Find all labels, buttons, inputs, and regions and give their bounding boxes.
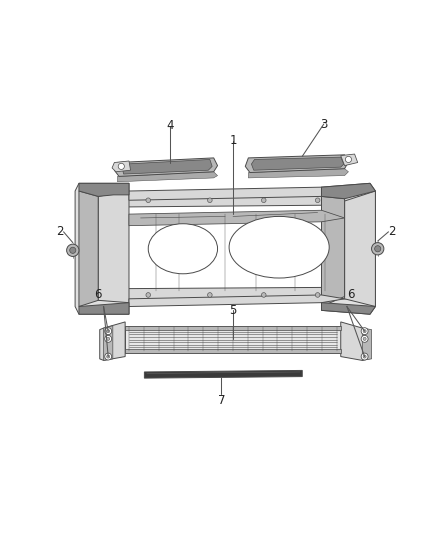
Polygon shape (345, 191, 375, 306)
Circle shape (208, 198, 212, 203)
Circle shape (70, 247, 76, 253)
Circle shape (374, 246, 381, 252)
Polygon shape (362, 328, 371, 360)
Circle shape (107, 355, 110, 358)
Circle shape (361, 335, 368, 342)
Polygon shape (125, 326, 341, 353)
Circle shape (361, 353, 368, 360)
Polygon shape (100, 322, 125, 360)
Circle shape (118, 163, 124, 169)
Text: 1: 1 (229, 134, 237, 148)
Polygon shape (129, 210, 345, 225)
Polygon shape (75, 183, 129, 314)
Ellipse shape (148, 224, 218, 274)
Polygon shape (98, 191, 129, 303)
Polygon shape (248, 168, 349, 178)
Polygon shape (321, 189, 345, 306)
Polygon shape (125, 326, 341, 330)
Circle shape (371, 243, 384, 255)
Circle shape (261, 198, 266, 203)
Circle shape (315, 198, 320, 203)
Polygon shape (321, 183, 375, 199)
Text: 7: 7 (218, 393, 225, 407)
Circle shape (363, 329, 366, 333)
Polygon shape (79, 191, 98, 306)
Polygon shape (114, 158, 218, 176)
Ellipse shape (229, 216, 329, 278)
Circle shape (363, 337, 366, 341)
Polygon shape (125, 349, 341, 353)
Circle shape (208, 293, 212, 297)
Polygon shape (341, 154, 358, 166)
Polygon shape (79, 183, 129, 196)
Circle shape (107, 337, 110, 341)
Polygon shape (117, 172, 218, 182)
Polygon shape (122, 159, 212, 174)
Polygon shape (321, 183, 375, 314)
Circle shape (363, 355, 366, 358)
Circle shape (105, 335, 112, 342)
Polygon shape (112, 161, 131, 172)
Polygon shape (129, 295, 345, 306)
Text: 5: 5 (229, 304, 237, 317)
Text: 2: 2 (56, 225, 64, 238)
Text: 6: 6 (95, 288, 102, 301)
Circle shape (105, 328, 112, 335)
Circle shape (146, 293, 151, 297)
Circle shape (346, 156, 352, 163)
Polygon shape (145, 370, 302, 378)
Text: 6: 6 (347, 288, 354, 301)
Circle shape (67, 244, 79, 256)
Circle shape (361, 328, 368, 335)
Circle shape (261, 293, 266, 297)
Polygon shape (98, 193, 364, 207)
Polygon shape (98, 287, 360, 301)
Text: 3: 3 (320, 117, 328, 131)
Circle shape (315, 293, 320, 297)
Circle shape (146, 198, 151, 203)
Polygon shape (251, 157, 344, 170)
Polygon shape (321, 303, 375, 314)
Polygon shape (129, 187, 345, 200)
Polygon shape (245, 155, 349, 173)
Polygon shape (79, 303, 129, 314)
Text: 4: 4 (166, 119, 173, 132)
Circle shape (105, 353, 112, 360)
Text: 2: 2 (389, 225, 396, 238)
Circle shape (107, 329, 110, 333)
Polygon shape (103, 326, 113, 360)
Polygon shape (341, 322, 366, 360)
